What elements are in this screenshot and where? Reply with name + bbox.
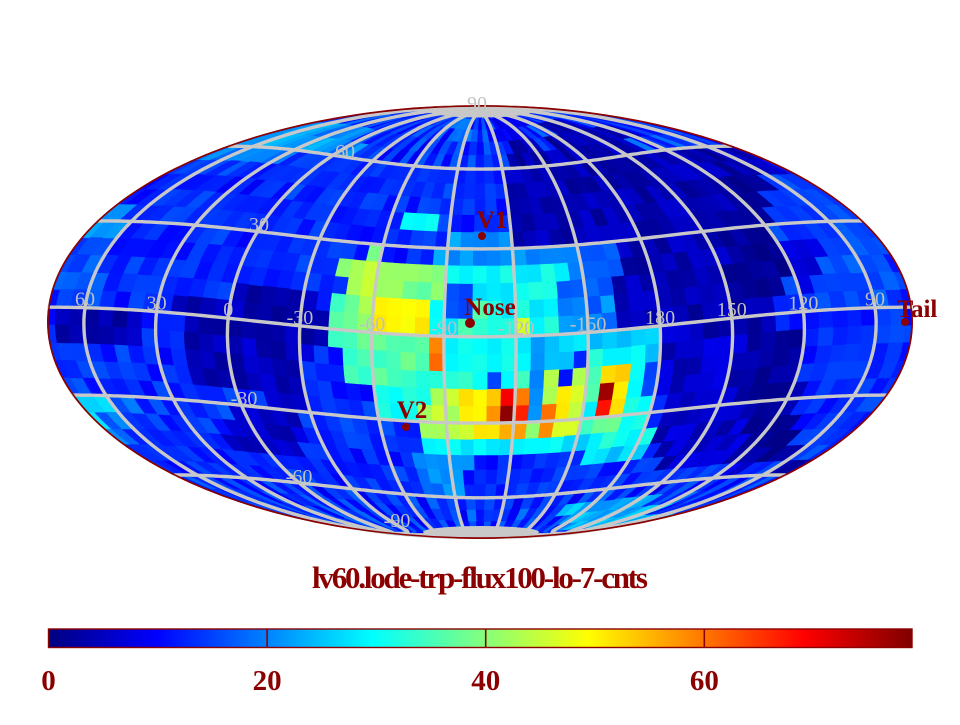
- svg-text:40: 40: [471, 665, 500, 697]
- svg-text:lv60.lode-trp-flux100-lo-7-cnt: lv60.lode-trp-flux100-lo-7-cnts: [312, 560, 648, 595]
- svg-text:0: 0: [223, 299, 233, 321]
- svg-text:90: 90: [467, 93, 487, 115]
- svg-text:-60: -60: [286, 466, 313, 488]
- svg-text:V1: V1: [477, 207, 508, 234]
- svg-text:-30: -30: [287, 307, 314, 329]
- svg-text:90: 90: [865, 289, 885, 311]
- svg-text:-120: -120: [498, 317, 535, 339]
- svg-text:180: 180: [645, 307, 675, 329]
- svg-text:30: 30: [249, 214, 269, 236]
- svg-text:30: 30: [147, 293, 167, 315]
- svg-text:-30: -30: [231, 388, 258, 410]
- svg-text:Nose: Nose: [464, 294, 515, 321]
- svg-text:20: 20: [253, 665, 282, 697]
- svg-text:-90: -90: [431, 317, 458, 339]
- svg-text:0: 0: [41, 665, 56, 697]
- svg-text:60: 60: [75, 289, 95, 311]
- svg-text:150: 150: [717, 299, 747, 321]
- svg-text:-90: -90: [384, 510, 411, 532]
- svg-text:120: 120: [788, 293, 818, 315]
- svg-text:V2: V2: [397, 397, 428, 424]
- svg-text:-60: -60: [359, 314, 386, 336]
- svg-text:60: 60: [690, 665, 719, 697]
- svg-text:60: 60: [335, 141, 355, 163]
- svg-text:-150: -150: [570, 314, 607, 336]
